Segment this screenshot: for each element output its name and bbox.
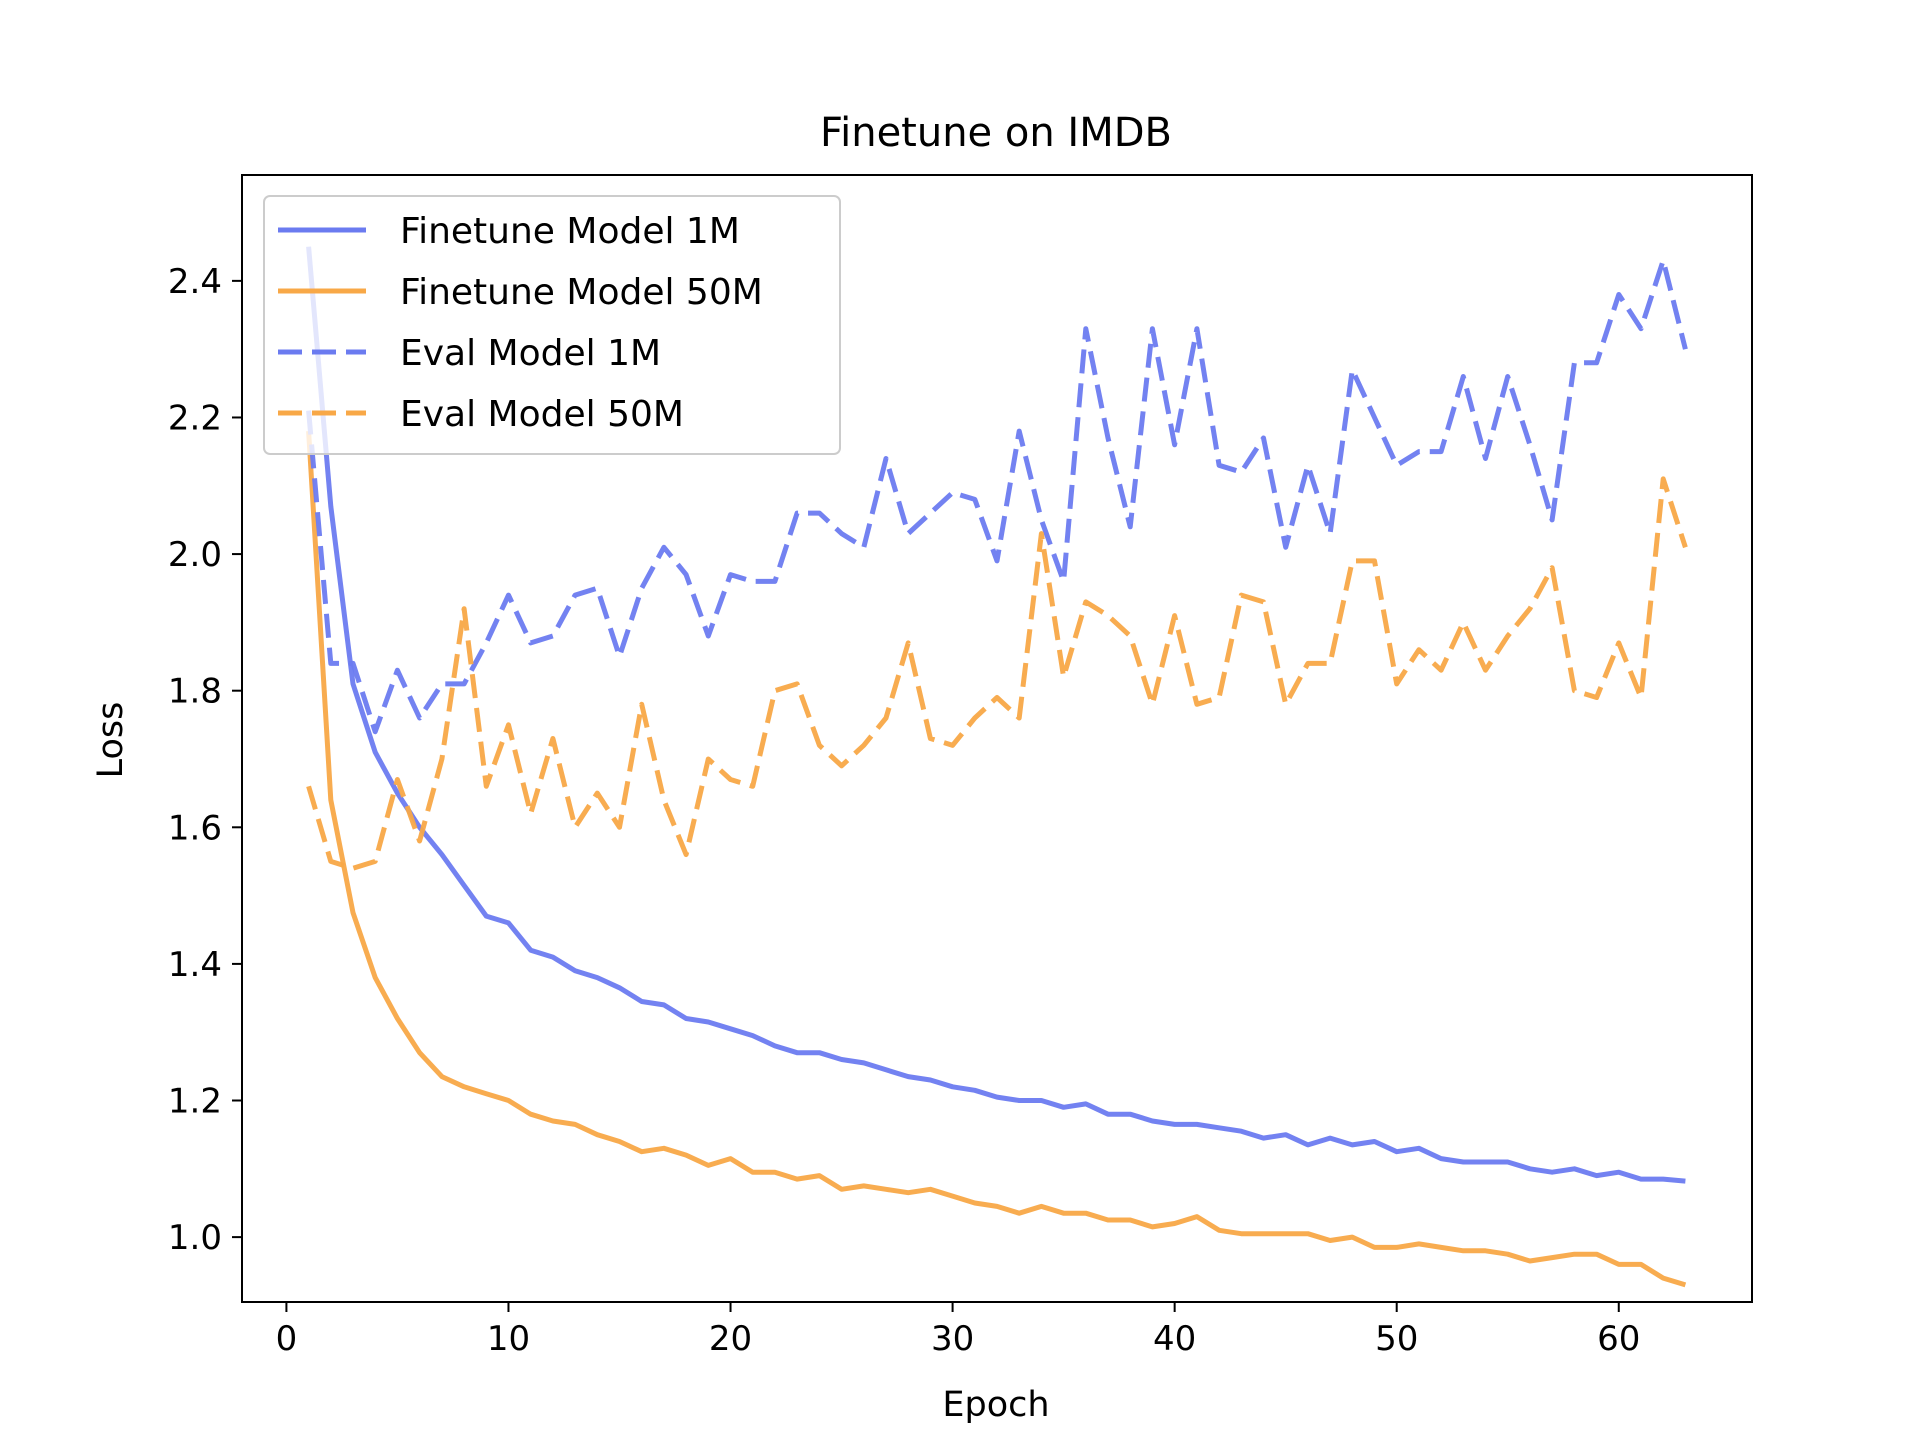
y-tick-label: 2.4 bbox=[168, 262, 222, 302]
x-tick-label: 30 bbox=[931, 1319, 974, 1359]
chart-title: Finetune on IMDB bbox=[820, 110, 1172, 156]
x-tick-label: 10 bbox=[487, 1319, 530, 1359]
y-axis-label: Loss bbox=[91, 702, 131, 779]
y-tick-label: 1.8 bbox=[168, 672, 222, 712]
y-tick-label: 1.0 bbox=[168, 1218, 222, 1258]
y-tick-label: 1.4 bbox=[168, 945, 222, 985]
legend-label-finetune-model-50m: Finetune Model 50M bbox=[400, 272, 763, 313]
legend: Finetune Model 1M Finetune Model 50M Eval … bbox=[263, 195, 841, 455]
x-axis-label: Epoch bbox=[942, 1385, 1049, 1425]
legend-label-eval-model-1m: Eval Model 1M bbox=[400, 333, 661, 374]
series-line-finetune-model-1m bbox=[306, 246, 1686, 1184]
y-tick-label: 2.0 bbox=[168, 535, 222, 575]
series-line-finetune-model-50m bbox=[306, 430, 1687, 1288]
x-tick-label: 50 bbox=[1375, 1319, 1418, 1359]
legend-label-eval-model-50m: Eval Model 50M bbox=[400, 394, 684, 435]
x-tick-label: 0 bbox=[276, 1319, 298, 1359]
axis-ticks: 0 10 20 30 40 50 60 1.0 1.2 1.4 1.6 1.8 2.0 2.2 2.4 bbox=[168, 262, 1640, 1359]
series-line-eval-model-50m bbox=[306, 476, 1688, 871]
legend-label-finetune-model-1m: Finetune Model 1M bbox=[400, 211, 740, 252]
plot-area bbox=[306, 246, 1688, 1288]
y-tick-label: 1.6 bbox=[168, 808, 222, 848]
x-tick-label: 60 bbox=[1597, 1319, 1640, 1359]
y-tick-label: 1.2 bbox=[168, 1082, 222, 1122]
y-tick-label: 2.2 bbox=[168, 398, 222, 438]
x-tick-label: 40 bbox=[1153, 1319, 1196, 1359]
legend-box bbox=[263, 195, 841, 455]
axes-frame bbox=[241, 174, 1753, 1303]
x-tick-label: 20 bbox=[709, 1319, 752, 1359]
series-line-eval-model-1m bbox=[306, 257, 1688, 735]
